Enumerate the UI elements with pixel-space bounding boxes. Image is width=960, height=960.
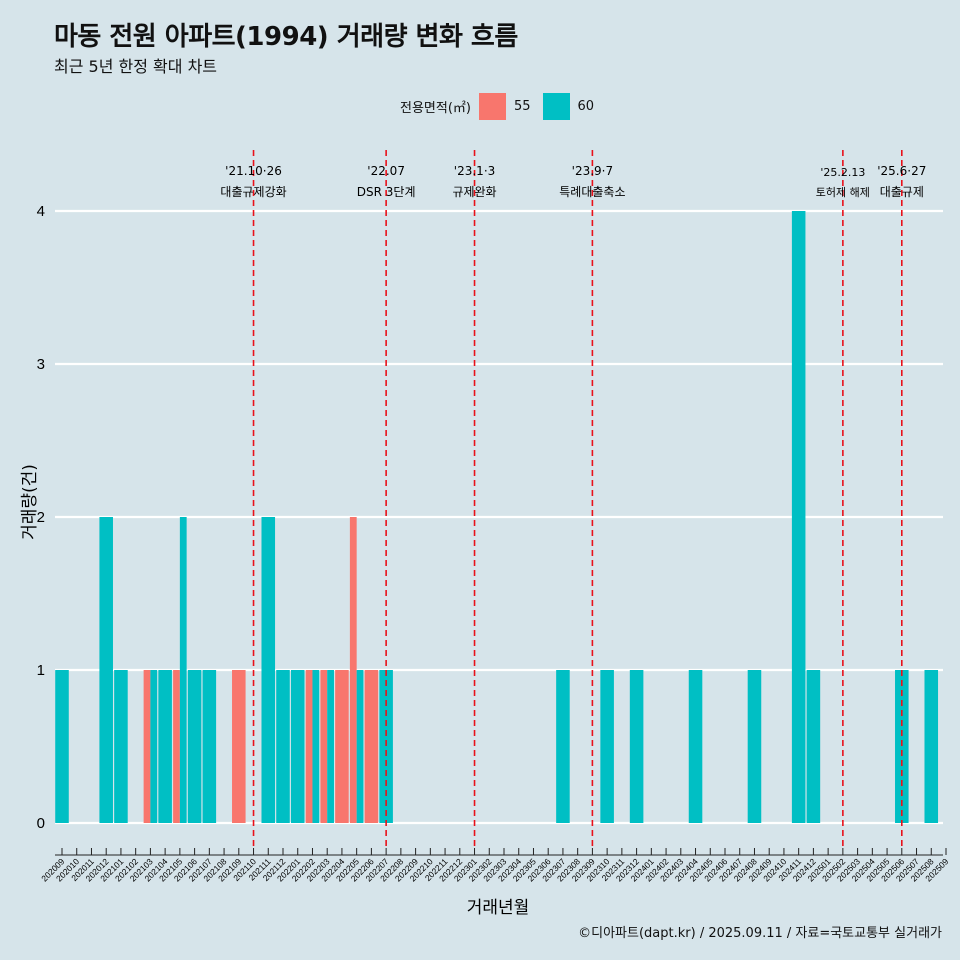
bar-60-202412 (806, 670, 821, 823)
bar-55-202203 (320, 670, 328, 823)
bar-60-202307 (556, 670, 570, 823)
legend-swatch-55 (478, 93, 506, 120)
y-tick-label: 3 (37, 356, 45, 373)
bar-60-202310 (600, 670, 614, 823)
bar-55-202105 (173, 670, 180, 823)
bar-55-202103 (143, 670, 151, 823)
bar-60-202408 (747, 670, 762, 823)
event-date-label: '25.6·27 (877, 164, 926, 178)
bar-60-202101 (114, 670, 128, 823)
legend-item-55: 55 (478, 93, 537, 120)
legend-item-60: 60 (542, 93, 601, 120)
chart-caption: ©디아파트(dapt.kr) / 2025.09.11 / 자료=국토교통부 실… (578, 926, 942, 941)
bar-60-202404 (688, 670, 703, 823)
chart-title: 마동 전원 아파트(1994) 거래량 변화 흐름 (54, 22, 518, 52)
event-date-label: '25.2.13 (820, 166, 865, 179)
bar-60-202205 (356, 670, 364, 823)
legend-title: 전용면적(㎡) (400, 101, 471, 116)
bar-55-202202 (305, 670, 313, 823)
event-desc-label: 대출규제 (880, 185, 924, 199)
legend-swatch-60 (542, 93, 570, 120)
event-date-label: '21.10·26 (225, 164, 282, 178)
bar-60-202104 (158, 670, 172, 823)
event-date-label: '23.9·7 (572, 164, 613, 178)
bar-60-202105 (179, 517, 187, 823)
bar-60-202111 (261, 517, 276, 823)
y-axis-title: 거래량(건) (20, 464, 40, 540)
y-tick-label: 0 (37, 815, 45, 832)
y-tick-label: 2 (37, 509, 45, 526)
bar-60-202312 (629, 670, 644, 823)
event-desc-label: 규제완화 (452, 185, 496, 199)
bar-55-202206 (364, 670, 379, 823)
legend-label-55: 55 (513, 99, 531, 114)
bar-60-202508 (924, 670, 939, 823)
bar-60-202112 (276, 670, 290, 823)
event-desc-label: 대출규제강화 (220, 185, 286, 199)
bar-55-202109 (232, 670, 246, 823)
legend-label-60: 60 (577, 99, 595, 114)
bar-60-202106 (187, 670, 202, 823)
legend: 전용면적(㎡) 55 60 (400, 93, 606, 120)
bar-60-202506 (895, 670, 909, 823)
bar-55-202205 (349, 517, 357, 823)
bar-55-202204 (335, 670, 349, 823)
y-tick-label: 4 (37, 203, 45, 220)
bar-60-202203 (327, 670, 334, 823)
event-date-label: '23.1·3 (454, 164, 495, 178)
x-axis-title: 거래년월 (467, 898, 530, 918)
event-date-label: '22.07 (367, 164, 405, 178)
event-desc-label: 토허제 해제 (816, 185, 870, 199)
bar-60-202012 (99, 517, 113, 823)
bar-60-202103 (150, 670, 158, 823)
bar-60-202207 (379, 670, 393, 823)
bar-60-202009 (55, 670, 69, 823)
bar-60-202202 (312, 670, 320, 823)
chart-subtitle: 최근 5년 한정 확대 차트 (54, 57, 218, 76)
bar-60-202201 (290, 670, 305, 823)
bar-60-202107 (202, 670, 217, 823)
bar-60-202411 (791, 211, 806, 823)
event-desc-label: DSR 3단계 (357, 185, 416, 199)
event-desc-label: 특례대출축소 (559, 185, 625, 199)
y-tick-label: 1 (37, 662, 45, 679)
